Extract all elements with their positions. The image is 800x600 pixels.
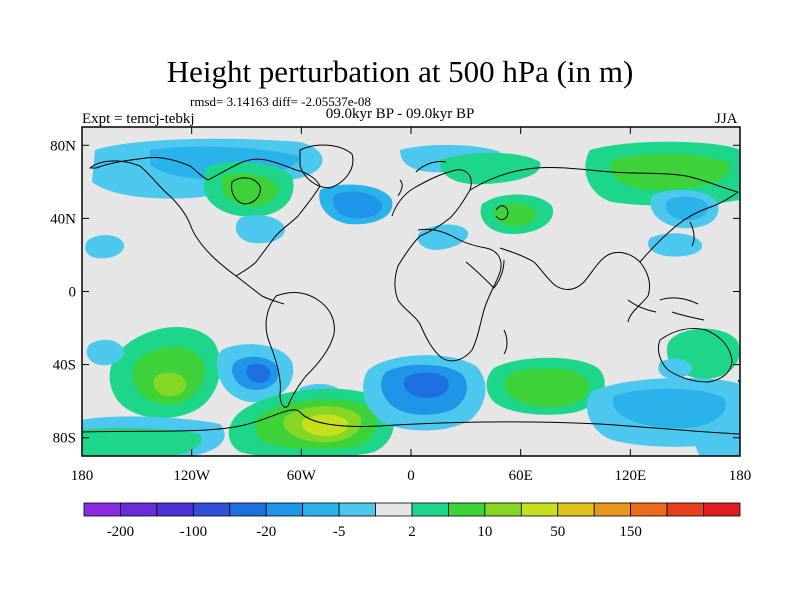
x-tick-label: 0	[407, 468, 415, 484]
anomaly-sh-antarctic-east-blue	[695, 428, 740, 456]
y-tick-label: 80S	[53, 431, 76, 447]
coastline-eurasia	[469, 166, 739, 193]
colorbar-label: 2	[408, 524, 416, 540]
coastline-africa-europe	[391, 169, 502, 362]
period-label: 09.0kyr BP - 09.0kyr BP	[325, 106, 475, 122]
colorbar-label: -100	[180, 524, 208, 540]
coastline-hudson-bay	[231, 177, 261, 205]
perturbation-fields	[82, 138, 740, 456]
x-tick-label: 60W	[287, 468, 317, 484]
coastlines	[82, 144, 740, 435]
coastline-antarctica	[82, 409, 740, 435]
colorbar-swatch	[520, 502, 559, 517]
coastline-asia-south	[499, 247, 651, 323]
latitude-axis: 80N 40N 0 40S 80S	[50, 138, 740, 447]
anomaly-sh-southatlantic-deepblue	[404, 372, 449, 398]
colorbar-swatch	[448, 502, 486, 517]
y-tick-label: 40N	[50, 211, 76, 227]
colorbar-swatch	[484, 502, 522, 517]
anomaly-nh-canada-green-core	[222, 173, 279, 206]
anomaly-sh-weddell-yellow-core	[302, 414, 349, 436]
colorbar-label: 150	[619, 524, 642, 540]
colorbar-swatch	[83, 502, 121, 517]
anomaly-nh-russia-teal	[439, 152, 541, 185]
colorbar-swatch	[156, 502, 194, 517]
colorbar-swatch	[192, 502, 231, 517]
coastline-greenland	[299, 144, 354, 189]
coastline-central-america	[235, 275, 285, 305]
anomaly-sh-indian-green-core	[504, 368, 589, 408]
anomaly-sh-southern-indian-blue-core	[612, 388, 726, 429]
colorbar-swatch	[229, 502, 267, 517]
colorbar-swatch	[557, 502, 595, 517]
colorbar-swatch	[593, 502, 632, 517]
rmsd-diff-label: rmsd= 3.14163 diff= -2.05537e-08	[190, 94, 371, 109]
anomaly-nh-europe-blue-core	[332, 191, 383, 219]
colorbar-label: 50	[550, 524, 565, 540]
coastline-uk-scandinavia	[397, 161, 447, 197]
anomaly-sh-pacific-yellow	[153, 372, 187, 397]
anomaly-nh-eastatlantic-blue	[235, 215, 286, 244]
coastline-east-asia	[639, 191, 739, 263]
anomaly-sh-australia-blue	[658, 358, 692, 379]
season-label: JJA	[715, 111, 738, 127]
anomaly-sh-southamerica-deepblue	[246, 364, 271, 383]
anomaly-nh-siberia-green-core	[611, 153, 731, 190]
y-tick-label: 80N	[50, 138, 76, 154]
experiment-label: Expt = temcj-tebkj	[82, 111, 195, 127]
map-panel: 180 120W 60W 0 60E 120E 180 80N 40N 0 40S 80S	[50, 126, 752, 484]
colorbar	[83, 502, 741, 517]
y-tick-label: 40S	[53, 358, 76, 374]
coastline-madagascar	[503, 329, 508, 355]
colorbar-label: -20	[256, 524, 276, 540]
colorbar-swatch	[338, 502, 376, 517]
colorbar-label: -5	[333, 524, 346, 540]
coastline-caspian	[495, 205, 509, 220]
coastline-south-america	[265, 292, 335, 408]
anomaly-nh-centralasia-green-core	[493, 203, 537, 227]
anomaly-nh-nwpacific-blue-core	[665, 196, 709, 221]
coastline-australia	[657, 327, 733, 383]
colorbar-label: -200	[107, 524, 135, 540]
x-tick-label: 120W	[173, 468, 211, 484]
coastline-new-zealand	[737, 379, 740, 398]
colorbar-swatch	[120, 502, 158, 517]
longitude-axis: 180 120W 60W 0 60E 120E 180	[71, 127, 752, 484]
x-tick-label: 180	[71, 468, 94, 484]
coastline-north-america	[89, 157, 321, 277]
colorbar-swatch	[302, 502, 340, 517]
x-tick-label: 60E	[509, 468, 533, 484]
coastline-maritime-continent	[627, 297, 705, 321]
plot-title: Height perturbation at 500 hPa (in m)	[166, 54, 634, 89]
coastline-arabia	[465, 259, 505, 289]
anomaly-sh-antarctic-teal	[82, 427, 202, 456]
colorbar-label: 10	[477, 524, 492, 540]
x-tick-label: 120E	[614, 468, 646, 484]
anomaly-nh-northpacific-east-blue	[85, 235, 125, 259]
anomaly-sh-westpacific-blue	[86, 339, 124, 366]
colorbar-swatch	[630, 502, 668, 517]
colorbar-swatch	[666, 502, 704, 517]
colorbar-swatch	[703, 502, 741, 517]
colorbar-labels: -200 -100 -20 -5 2 10 50 150	[107, 524, 642, 540]
colorbar-swatch	[265, 502, 304, 517]
x-tick-label: 180	[729, 468, 752, 484]
y-tick-label: 0	[69, 285, 77, 301]
coastline-japan	[689, 221, 695, 247]
colorbar-swatch	[375, 502, 413, 517]
colorbar-swatch	[411, 502, 449, 517]
